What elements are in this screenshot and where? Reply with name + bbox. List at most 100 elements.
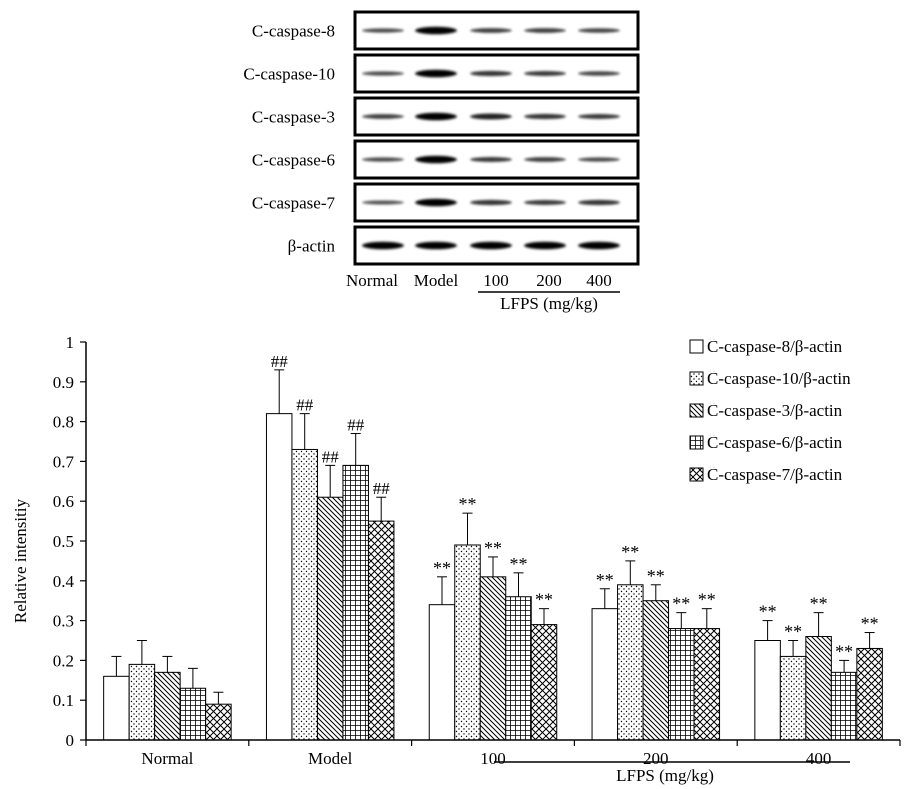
blot-band [415, 69, 457, 78]
blot-band [470, 70, 512, 77]
blot-row-label: C-caspase-3 [252, 108, 335, 127]
blot-band [470, 241, 512, 250]
y-tick-label: 0.8 [53, 413, 74, 432]
bar [367, 520, 395, 741]
legend-swatch [689, 467, 704, 482]
blot-band [524, 157, 566, 162]
bar [856, 647, 883, 741]
blot-band [524, 200, 566, 205]
blot-band [470, 28, 512, 33]
blot-band [470, 113, 512, 120]
lane-label-normal: Normal [346, 271, 398, 290]
blot-row-label: C-caspase-6 [252, 151, 335, 170]
y-tick-label: 0.4 [53, 572, 75, 591]
lane-label-100: 100 [483, 271, 509, 290]
blot-band [362, 200, 404, 205]
western-blot-panel: C-caspase-8 C-caspase-10 C-caspase-3 C-casp… [243, 10, 640, 313]
x-tick-label: Model [308, 749, 353, 768]
bar [779, 655, 807, 741]
significance-mark: ** [596, 570, 614, 590]
bar [505, 596, 532, 741]
y-tick-label: 0 [66, 731, 75, 750]
blot-band [578, 157, 620, 162]
significance-mark: ** [647, 566, 665, 586]
bar [454, 544, 481, 741]
lane-label-model: Model [414, 271, 459, 290]
legend-label: C-caspase-7/β-actin [707, 465, 843, 484]
bar-chart: 00.10.20.30.40.50.60.70.80.91 ##******##… [11, 333, 901, 785]
bar [530, 624, 558, 741]
blot-band [578, 71, 620, 76]
significance-mark: ** [535, 590, 553, 610]
blot-row-label: β-actin [288, 237, 336, 256]
y-tick-label: 0.7 [53, 452, 75, 471]
bar [617, 584, 644, 741]
bar [642, 600, 670, 741]
bar [179, 687, 207, 741]
legend-label: C-caspase-6/β-actin [707, 433, 843, 452]
blot-row-label: C-caspase-8 [252, 22, 335, 41]
legend-swatch [689, 339, 704, 354]
significance-mark: ** [459, 494, 477, 514]
significance-mark: ## [347, 416, 365, 435]
blot-band [470, 199, 512, 206]
bar [479, 576, 507, 741]
significance-mark: ## [271, 352, 289, 371]
blot-band [415, 112, 457, 121]
blot-band [524, 28, 566, 33]
significance-mark: ** [759, 602, 777, 622]
blot-row-label: C-caspase-10 [243, 65, 335, 84]
bar [103, 675, 130, 741]
significance-mark: ** [433, 558, 451, 578]
bar [154, 671, 181, 741]
significance-mark: ** [510, 554, 528, 574]
bar [693, 628, 721, 741]
legend-label: C-caspase-3/β-actin [707, 401, 843, 420]
blot-band [362, 114, 404, 119]
legend-label: C-caspase-10/β-actin [707, 369, 851, 388]
bar [428, 604, 456, 741]
y-axis: 0 0.1 0.2 0.3 0.4 0.5 0.6 0.7 0.8 0.9 1 [53, 333, 87, 750]
lane-label-400: 400 [586, 271, 612, 290]
significance-mark: ## [373, 479, 391, 498]
blot-band [362, 28, 404, 33]
y-tick-label: 0.9 [53, 373, 74, 392]
legend-swatch [689, 435, 704, 450]
legend-label: C-caspase-8/β-actin [707, 337, 843, 356]
x-axis: Normal Model 100 200 400 [85, 739, 901, 768]
significance-mark: ** [484, 538, 502, 558]
bar [342, 464, 369, 741]
bar [265, 413, 293, 741]
y-tick-label: 0.1 [53, 691, 74, 710]
legend-swatch [689, 371, 704, 386]
significance-mark: ** [835, 641, 853, 661]
blot-band [524, 71, 566, 76]
blot-band [578, 114, 620, 119]
lane-label-200: 200 [536, 271, 562, 290]
bar [316, 496, 344, 741]
legend-swatch [689, 403, 704, 418]
significance-mark: ## [296, 396, 314, 415]
blot-band [524, 113, 566, 120]
bar [128, 663, 156, 741]
x-tick-label: Normal [141, 749, 193, 768]
blot-rows: C-caspase-8 C-caspase-10 C-caspase-3 C-casp… [243, 10, 640, 266]
legend: C-caspase-8/β-actin C-caspase-10/β-actin C… [689, 337, 851, 484]
blot-band [362, 71, 404, 76]
y-tick-label: 0.5 [53, 532, 74, 551]
bar [205, 703, 232, 741]
bar [830, 671, 858, 741]
bar [591, 608, 619, 741]
blot-band [415, 26, 457, 35]
blot-band [524, 241, 566, 250]
significance-mark: ** [784, 622, 802, 642]
bar [668, 628, 695, 741]
y-tick-label: 0.6 [53, 492, 74, 511]
bar [754, 640, 781, 741]
significance-mark: ## [322, 447, 340, 466]
significance-mark: ** [621, 542, 639, 562]
y-tick-label: 0.3 [53, 612, 74, 631]
y-tick-label: 1 [66, 333, 75, 352]
x-tick-label: 200 [643, 749, 669, 768]
x-tick-label: 100 [480, 749, 506, 768]
